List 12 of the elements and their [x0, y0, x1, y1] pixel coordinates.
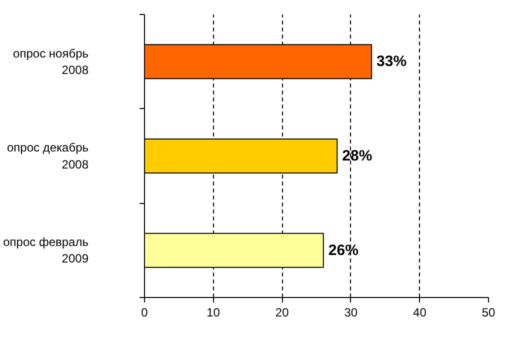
y-tick-label: опрос февраль 2009 [3, 234, 89, 266]
data-label: 28% [342, 148, 372, 164]
y-tick-label: опрос декабрь 2008 [6, 140, 89, 172]
x-tick-label: 40 [413, 306, 427, 320]
x-tick-label: 20 [275, 306, 290, 320]
x-tick-label: 50 [482, 306, 496, 320]
data-label: 26% [328, 242, 358, 259]
x-tick-label: 10 [206, 306, 220, 320]
y-tick-label: опрос ноябрь 2008 [13, 46, 89, 78]
data-label: 33% [376, 53, 407, 70]
x-tick-label: 0 [141, 306, 148, 320]
x-tick-label: 30 [344, 306, 358, 320]
